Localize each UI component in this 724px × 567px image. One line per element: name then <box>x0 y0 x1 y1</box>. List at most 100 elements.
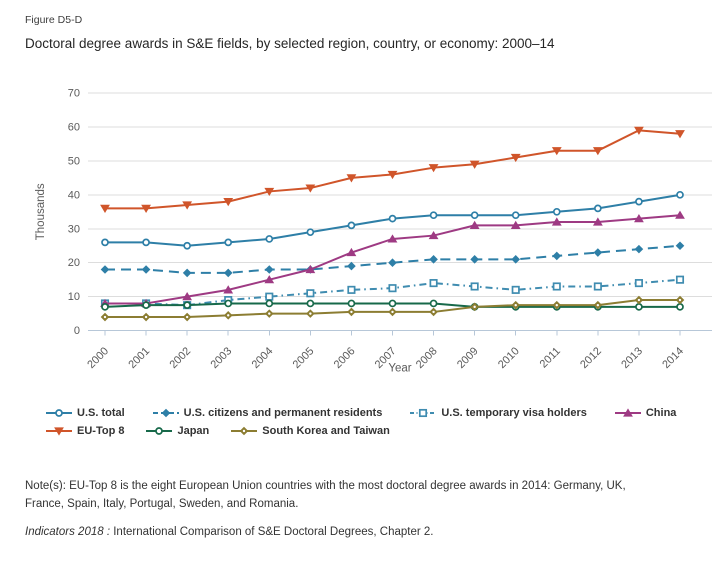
data-point-marker <box>183 301 191 309</box>
data-point-marker <box>306 228 315 237</box>
x-tick-label: 2004 <box>250 345 276 371</box>
series-u-s-total <box>101 190 684 250</box>
data-point-marker <box>676 190 684 199</box>
data-point-marker <box>101 238 109 247</box>
data-point-marker <box>142 238 150 247</box>
data-point-marker <box>428 230 439 240</box>
china-legend-marker-icon <box>614 408 641 417</box>
marker-center-dot <box>432 310 435 314</box>
data-point-marker <box>592 147 603 156</box>
data-point-marker <box>552 251 562 261</box>
data-point-marker <box>347 261 356 271</box>
data-point-marker <box>594 204 602 213</box>
figure-label: Figure D5-D <box>25 14 83 26</box>
data-point-marker <box>224 299 233 308</box>
x-tick-label: 2011 <box>538 345 563 370</box>
data-point-marker <box>634 213 644 223</box>
data-point-marker <box>182 268 192 278</box>
marker-center-dot <box>227 314 230 317</box>
data-point-marker <box>54 427 64 436</box>
data-point-marker <box>429 255 438 264</box>
data-point-marker <box>224 238 233 247</box>
legend-label: U.S. total <box>77 407 125 419</box>
marker-center-dot <box>103 315 107 319</box>
data-point-marker <box>511 211 520 220</box>
south-korea-and-taiwan-legend-marker-icon <box>231 426 258 436</box>
u-s-temporary-visa-holders-legend-marker-icon <box>410 408 437 418</box>
data-point-marker <box>265 299 274 308</box>
data-point-marker <box>305 184 316 193</box>
data-point-marker <box>223 198 234 207</box>
marker-center-dot <box>309 312 312 315</box>
y-tick-label: 60 <box>68 121 80 133</box>
y-tick-label: 0 <box>74 325 80 337</box>
data-point-marker <box>141 204 151 214</box>
y-axis-title: Thousands <box>35 183 47 240</box>
data-point-marker <box>469 220 480 229</box>
data-point-marker <box>347 285 356 294</box>
marker-center-dot <box>391 310 394 314</box>
legend-item-u-s-temporary-visa-holders: U.S. temporary visa holders <box>410 407 587 419</box>
data-point-marker <box>622 408 633 417</box>
legend-label: EU-Top 8 <box>77 425 125 437</box>
data-point-marker <box>676 302 684 311</box>
legend-label: Japan <box>177 425 210 437</box>
data-point-marker <box>429 279 438 288</box>
legend-item-china: China <box>614 407 676 419</box>
marker-center-dot <box>185 315 189 319</box>
y-tick-label: 40 <box>68 189 80 201</box>
eu-top-8-legend-marker-icon <box>46 427 72 436</box>
data-point-marker <box>55 409 63 417</box>
data-point-marker <box>551 217 562 226</box>
data-point-marker <box>388 258 397 268</box>
data-point-marker <box>470 211 479 220</box>
series-eu-top-8 <box>100 126 685 214</box>
u-s-total-legend-marker-icon <box>46 409 72 417</box>
data-point-marker <box>264 265 274 274</box>
data-point-marker <box>592 217 603 226</box>
x-tick-label: 2012 <box>578 345 604 371</box>
data-point-marker <box>306 299 315 308</box>
data-point-marker <box>387 170 398 180</box>
data-point-marker <box>161 408 170 418</box>
data-point-marker <box>100 204 110 214</box>
legend-item-u-s-citizens-and-permanent-residents: U.S. citizens and permanent residents <box>152 407 382 419</box>
x-tick-label: 2001 <box>126 345 152 371</box>
series-south-korea-and-taiwan <box>100 295 685 322</box>
x-tick-label: 2002 <box>167 345 193 371</box>
note-line-1: Note(s): EU-Top 8 is the eight European … <box>25 480 626 492</box>
x-tick-label: 2006 <box>332 345 358 371</box>
data-point-marker <box>306 289 315 298</box>
marker-center-dot <box>514 303 517 307</box>
source-italic: Indicators 2018 : <box>25 526 111 538</box>
marker-center-dot <box>144 315 148 319</box>
data-point-marker <box>510 220 521 229</box>
marker-center-dot <box>268 312 271 315</box>
u-s-citizens-and-permanent-residents-legend-marker-icon <box>152 408 179 418</box>
data-point-marker <box>182 292 193 301</box>
x-tick-label: 2009 <box>455 345 481 371</box>
data-point-marker <box>675 210 685 219</box>
series-line <box>105 129 681 210</box>
data-point-marker <box>551 147 562 156</box>
data-point-marker <box>305 264 316 274</box>
data-point-marker <box>265 292 274 301</box>
x-tick-label: 2008 <box>414 345 440 371</box>
note-text: Note(s): EU-Top 8 is the eight European … <box>25 477 715 513</box>
x-tick-label: 2013 <box>619 345 645 371</box>
legend-row-2: EU-Top 8 Japan South Korea and Taiwan <box>46 423 676 439</box>
data-point-marker <box>347 221 356 230</box>
y-tick-label: 10 <box>68 291 80 303</box>
data-point-marker <box>223 268 233 278</box>
data-point-marker <box>346 247 357 257</box>
y-tick-label: 50 <box>68 155 80 167</box>
data-point-marker <box>469 160 480 169</box>
legend-item-south-korea-and-taiwan: South Korea and Taiwan <box>231 425 390 437</box>
data-point-marker <box>552 282 561 291</box>
marker-center-dot <box>555 303 558 307</box>
data-point-marker <box>264 275 275 284</box>
marker-center-dot <box>596 303 600 307</box>
data-point-marker <box>388 284 397 293</box>
data-point-marker <box>675 241 685 251</box>
